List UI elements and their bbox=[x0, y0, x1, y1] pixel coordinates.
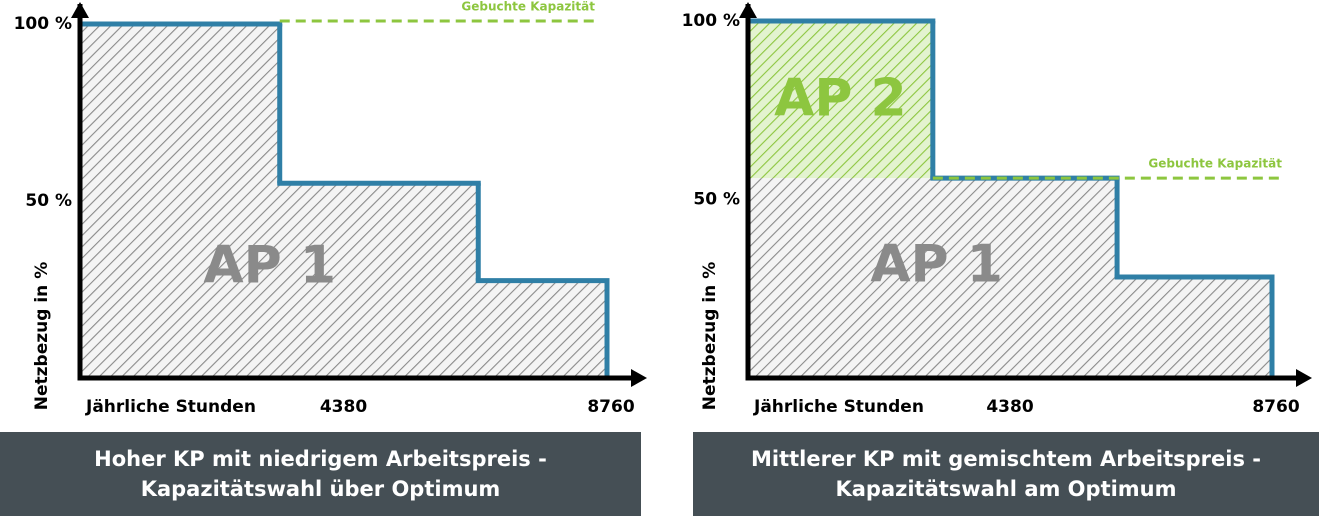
axis-arrow bbox=[739, 2, 757, 18]
booked-label: Gebuchte Kapazität bbox=[1148, 157, 1282, 171]
area-label: AP 2 bbox=[774, 69, 907, 129]
charts: Gebuchte Kapazität AP 1 50 % 100 % 4380 8760 J… bbox=[14, 0, 1312, 417]
y-tick-label: 50 % bbox=[693, 190, 740, 210]
x-axis-label: Jährliche Stunden bbox=[85, 397, 256, 417]
axis bbox=[77, 4, 637, 381]
axis-arrow bbox=[631, 369, 647, 387]
area-label: AP 1 bbox=[870, 234, 1003, 294]
x-tick-label: 4380 bbox=[986, 397, 1033, 417]
booked-label: Gebuchte Kapazität bbox=[461, 0, 595, 14]
area-ap2 bbox=[748, 21, 933, 179]
y-axis-label: Netzbezug in % bbox=[700, 262, 720, 410]
y-tick-label: 50 % bbox=[25, 191, 72, 211]
axis-arrow bbox=[71, 2, 89, 18]
x-tick-label: 8760 bbox=[1252, 397, 1299, 417]
x-tick-label: 4380 bbox=[320, 397, 367, 417]
y-tick-label: 100 % bbox=[14, 14, 72, 34]
x-tick-label: 8760 bbox=[587, 397, 634, 417]
area-label: AP 1 bbox=[203, 235, 336, 295]
area-ap1 bbox=[80, 24, 607, 378]
caption: Hoher KP mit niedrigem Arbeitspreis - Ka… bbox=[0, 432, 641, 516]
y-tick-label: 100 % bbox=[682, 11, 740, 31]
area-ap1 bbox=[748, 178, 1272, 378]
caption: Mittlerer KP mit gemischtem Arbeitspreis… bbox=[693, 432, 1319, 516]
x-axis-label: Jährliche Stunden bbox=[753, 397, 924, 417]
axis-arrow bbox=[1296, 369, 1312, 387]
axis bbox=[745, 4, 1302, 381]
y-axis-label: Netzbezug in % bbox=[32, 262, 52, 410]
